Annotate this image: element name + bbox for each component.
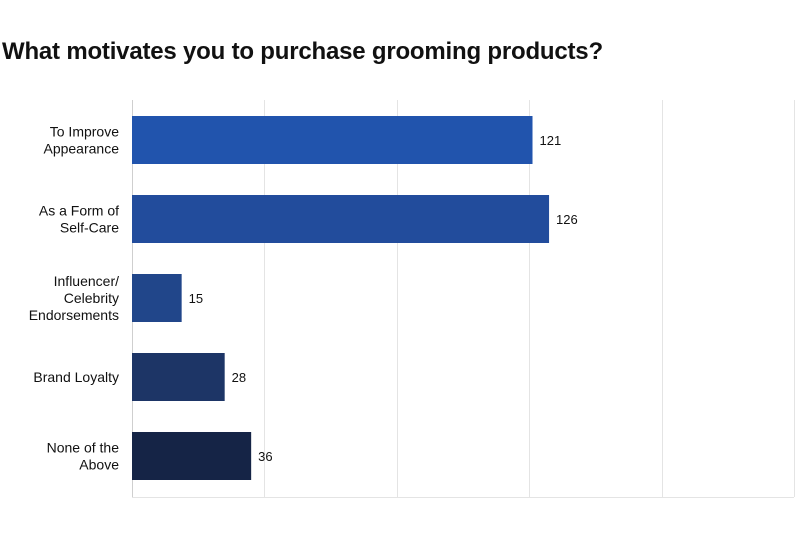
chart-title: What motivates you to purchase grooming … bbox=[2, 38, 603, 65]
bar bbox=[132, 432, 252, 480]
category-tick-label: Brand Loyalty bbox=[33, 369, 119, 385]
data-label: 121 bbox=[540, 133, 562, 148]
category-tick-label: None of the Above bbox=[47, 440, 120, 473]
bar bbox=[132, 116, 533, 164]
data-label: 36 bbox=[258, 449, 272, 464]
data-label: 15 bbox=[189, 291, 203, 306]
bar bbox=[132, 195, 550, 243]
value-label-layer: 121 126 15 28 36 bbox=[189, 133, 578, 464]
bar bbox=[132, 274, 182, 322]
bar-layer bbox=[132, 116, 550, 480]
bar bbox=[132, 353, 225, 401]
category-label-layer: To Improve Appearance As a Form of Self-Car… bbox=[29, 124, 119, 473]
category-tick-label: As a Form of Self-Care bbox=[39, 203, 119, 236]
category-tick-label: Influencer/Celebrity Endorsements bbox=[29, 273, 119, 323]
data-label: 28 bbox=[232, 370, 246, 385]
category-tick-label: To Improve Appearance bbox=[43, 124, 119, 157]
data-label: 126 bbox=[556, 212, 578, 227]
grid-layer bbox=[132, 100, 795, 498]
